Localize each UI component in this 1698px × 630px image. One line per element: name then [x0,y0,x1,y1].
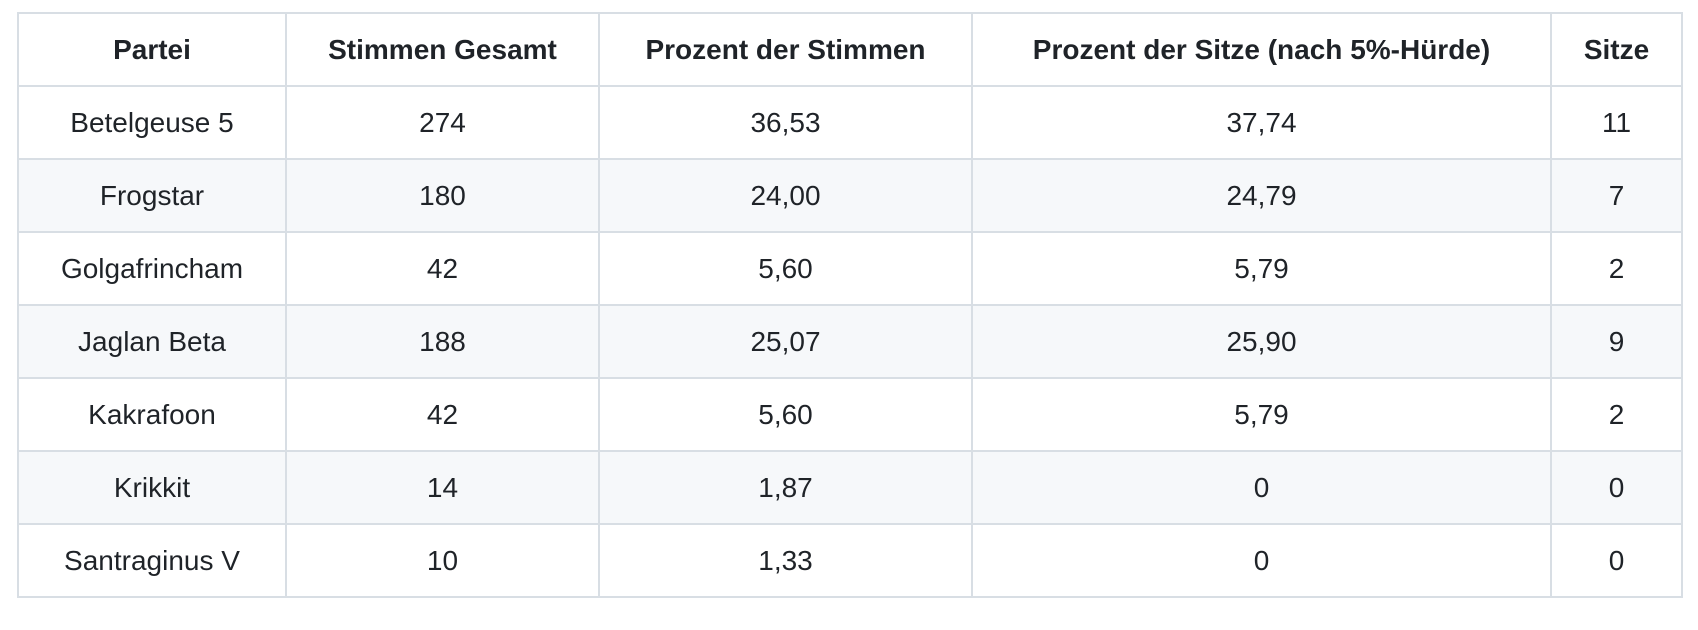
seats-cell: 11 [1550,85,1683,160]
votes-percent-cell: 25,07 [598,304,973,379]
votes-percent-cell: 1,87 [598,450,973,525]
votes-total-cell: 14 [285,450,600,525]
votes-total-cell: 42 [285,231,600,306]
column-header-votes-total: Stimmen Gesamt [285,12,600,87]
seats-cell: 7 [1550,158,1683,233]
column-header-seats-percent: Prozent der Sitze (nach 5%-Hürde) [971,12,1552,87]
votes-percent-cell: 36,53 [598,85,973,160]
party-cell: Krikkit [17,450,287,525]
seats-percent-cell: 25,90 [971,304,1552,379]
seats-cell: 2 [1550,377,1683,452]
votes-total-cell: 188 [285,304,600,379]
table-header-row: Partei Stimmen Gesamt Prozent der Stimmen P… [17,12,1683,87]
votes-percent-cell: 5,60 [598,377,973,452]
table-body: Betelgeuse 5 274 36,53 37,74 11 Frogstar 180 24… [17,85,1683,598]
table-row: Frogstar 180 24,00 24,79 7 [17,158,1683,233]
seats-percent-cell: 37,74 [971,85,1552,160]
table-row: Kakrafoon 42 5,60 5,79 2 [17,377,1683,452]
column-header-seats: Sitze [1550,12,1683,87]
votes-percent-cell: 24,00 [598,158,973,233]
table-row: Betelgeuse 5 274 36,53 37,74 11 [17,85,1683,160]
seats-cell: 0 [1550,523,1683,598]
seats-percent-cell: 0 [971,450,1552,525]
seats-percent-cell: 24,79 [971,158,1552,233]
votes-percent-cell: 5,60 [598,231,973,306]
votes-total-cell: 180 [285,158,600,233]
votes-total-cell: 42 [285,377,600,452]
seats-cell: 9 [1550,304,1683,379]
party-cell: Frogstar [17,158,287,233]
election-results-table: Partei Stimmen Gesamt Prozent der Stimmen P… [17,12,1683,598]
party-cell: Golgafrincham [17,231,287,306]
party-cell: Santraginus V [17,523,287,598]
table-row: Santraginus V 10 1,33 0 0 [17,523,1683,598]
table-row: Krikkit 14 1,87 0 0 [17,450,1683,525]
table-row: Jaglan Beta 188 25,07 25,90 9 [17,304,1683,379]
seats-cell: 0 [1550,450,1683,525]
votes-total-cell: 274 [285,85,600,160]
votes-total-cell: 10 [285,523,600,598]
seats-percent-cell: 5,79 [971,231,1552,306]
table-row: Golgafrincham 42 5,60 5,79 2 [17,231,1683,306]
seats-percent-cell: 5,79 [971,377,1552,452]
votes-percent-cell: 1,33 [598,523,973,598]
column-header-votes-percent: Prozent der Stimmen [598,12,973,87]
seats-percent-cell: 0 [971,523,1552,598]
column-header-party: Partei [17,12,287,87]
seats-cell: 2 [1550,231,1683,306]
party-cell: Jaglan Beta [17,304,287,379]
party-cell: Kakrafoon [17,377,287,452]
party-cell: Betelgeuse 5 [17,85,287,160]
